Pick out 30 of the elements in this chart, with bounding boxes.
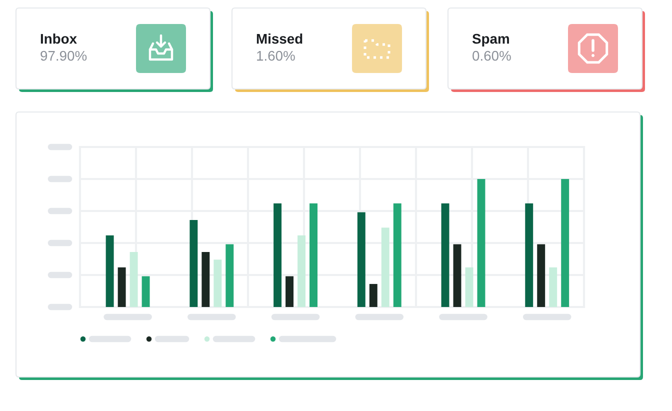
bar	[441, 203, 450, 307]
text: 0.60%	[472, 50, 511, 61]
bar	[393, 203, 402, 307]
bar	[190, 220, 198, 307]
text: Missed	[256, 34, 302, 44]
bar	[106, 235, 114, 307]
bar	[525, 203, 534, 307]
bar	[202, 252, 210, 307]
bar	[142, 276, 150, 307]
bar	[357, 212, 366, 307]
bar	[310, 203, 318, 307]
bar	[274, 203, 282, 307]
text: 1.60%	[257, 50, 295, 61]
bar	[214, 260, 222, 307]
bar	[549, 267, 558, 307]
bar	[118, 267, 126, 307]
bar	[477, 179, 486, 307]
bar	[298, 235, 306, 307]
bar	[453, 244, 462, 307]
bar	[369, 284, 378, 307]
text: Spam	[472, 34, 509, 46]
bar	[381, 228, 390, 307]
bar	[286, 276, 294, 307]
bar	[465, 267, 474, 307]
bar	[537, 244, 546, 307]
bar	[130, 252, 138, 307]
bar	[561, 179, 570, 307]
text: Inbox	[40, 34, 77, 44]
text: 97.90%	[40, 50, 87, 61]
bar	[226, 244, 234, 307]
